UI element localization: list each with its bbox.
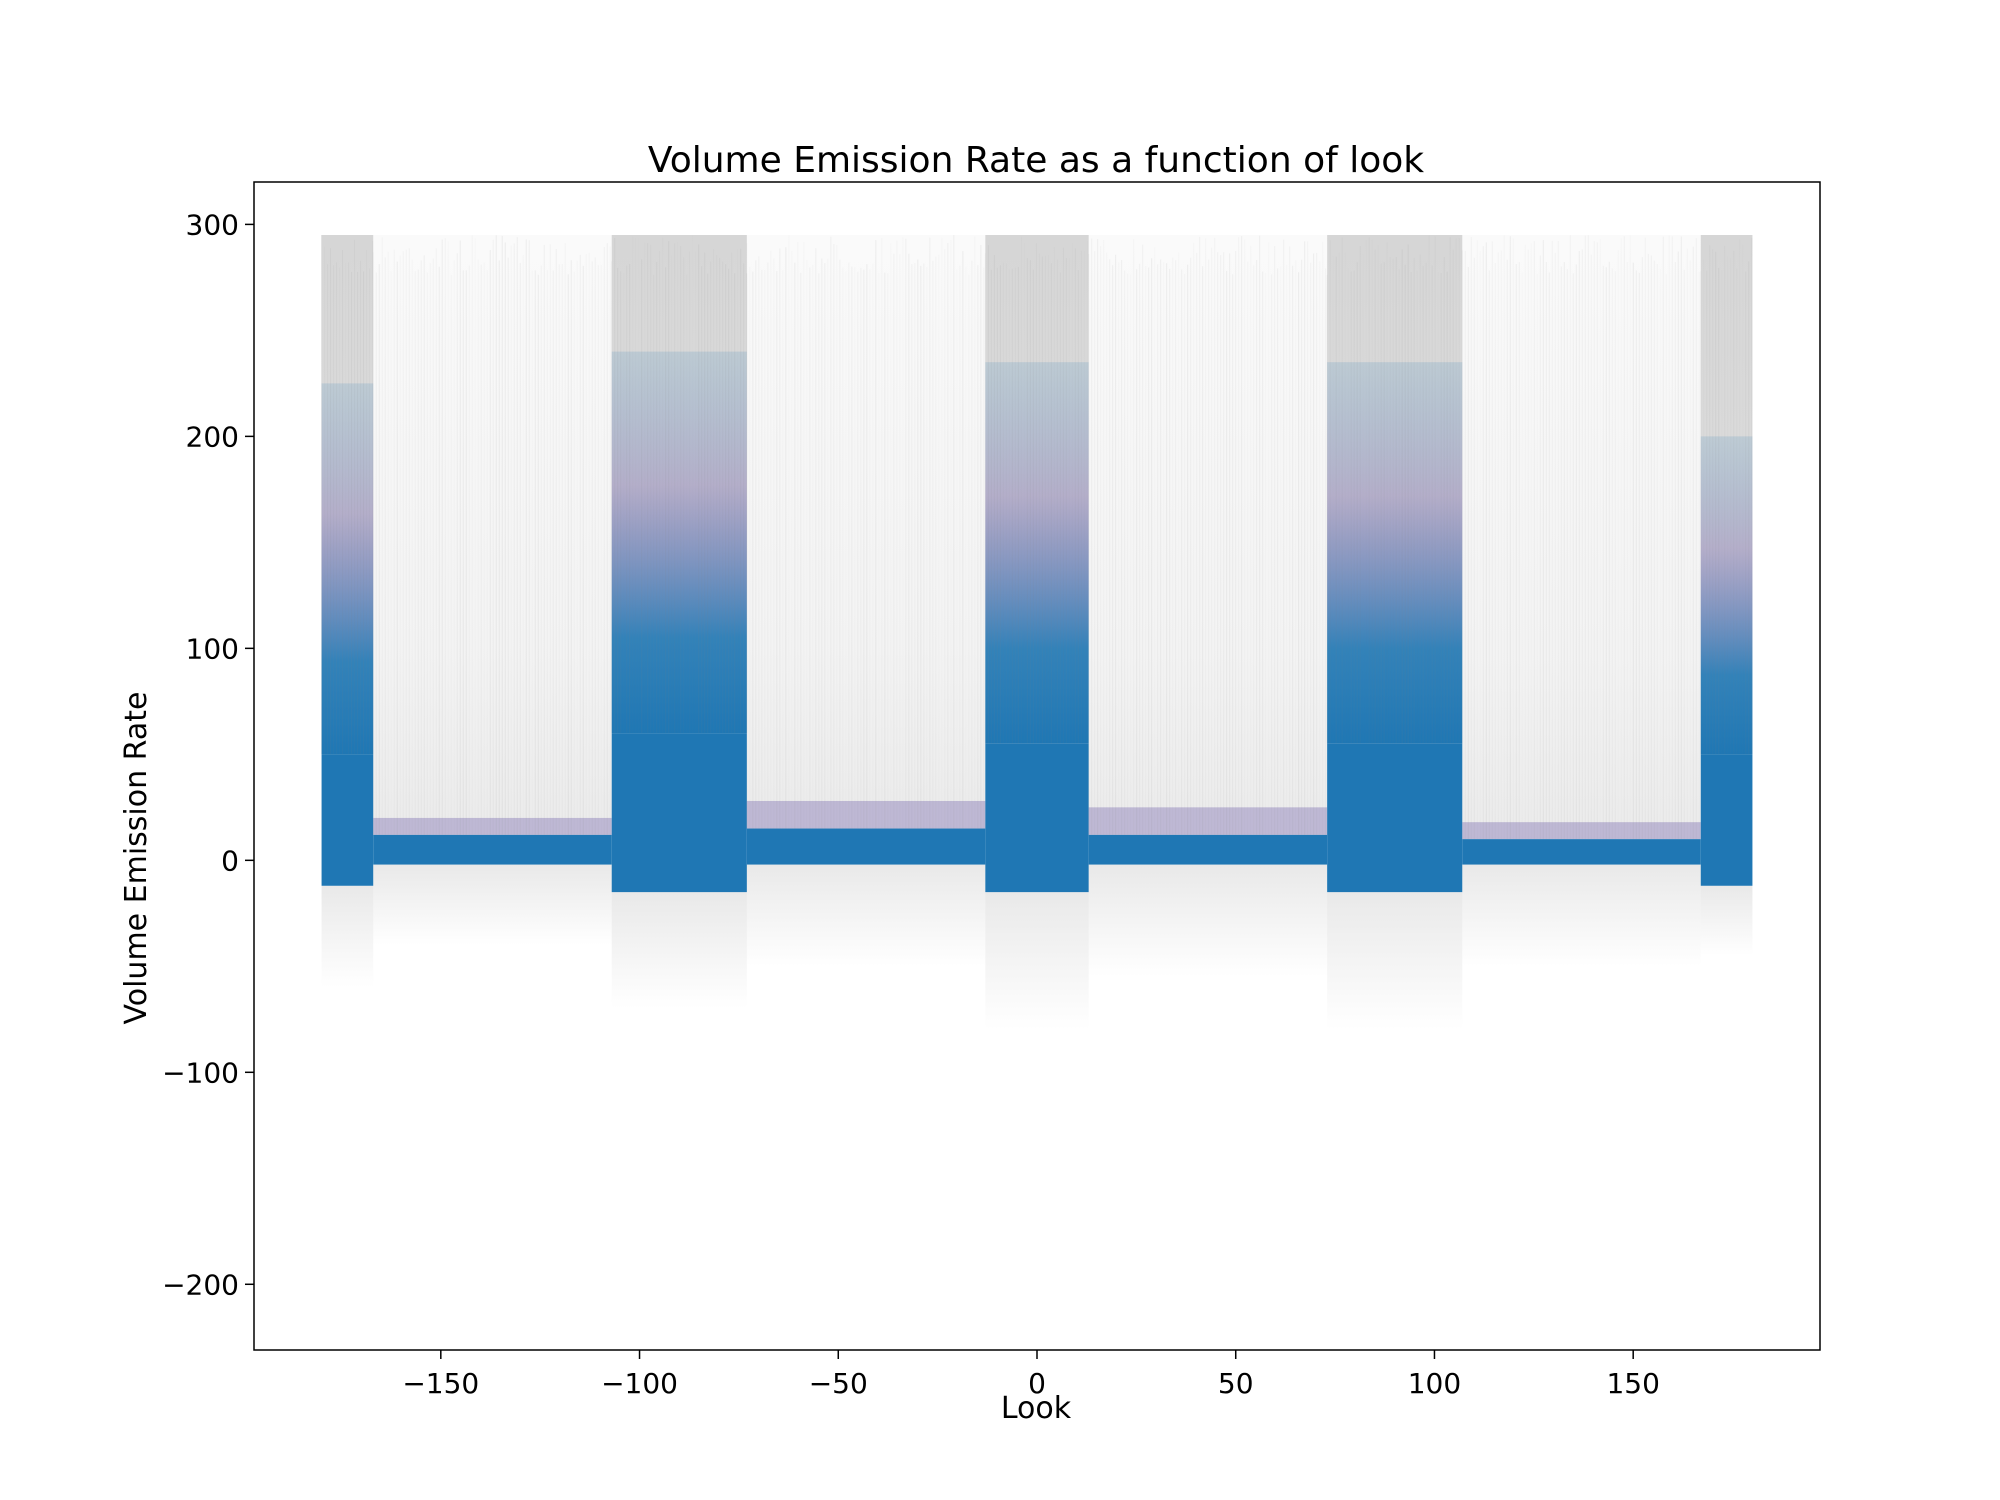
scatter-haze-upper [746,234,986,829]
scatter-band-mid [1088,807,1328,835]
scatter-haze-lower [985,892,1089,1030]
y-tick-label: 300 [186,208,239,241]
y-axis-label: Volume Emission Rate [119,692,154,1025]
scatter-haze-lower [1327,892,1463,1030]
scatter-band-mid [1327,362,1463,744]
x-tick-label: 150 [1606,1367,1659,1400]
scatter-band-core [373,834,612,865]
scatter-band-core [746,828,986,865]
scatter-haze-lower [1700,885,1753,956]
plot-area [321,234,1753,1030]
y-tick-label: −200 [162,1268,239,1301]
scatter-band-mid [746,800,986,829]
y-axis: −200 −100 0 100 200 300 [162,208,254,1301]
x-tick-label: −50 [809,1367,868,1400]
scatter-band-mid [321,383,374,755]
scatter-band-core [611,733,747,893]
x-tick-label: 50 [1218,1367,1254,1400]
x-tick-label: −100 [601,1367,678,1400]
scatter-band-core [1462,839,1701,865]
scatter-haze-lower [1088,864,1328,977]
scatter-haze-lower [611,892,747,1009]
x-axis-label: Look [1001,1391,1072,1426]
scatter-band-mid [1700,436,1753,755]
scatter-streaks [321,234,1753,840]
scatter-band-mid [1462,822,1701,840]
scatter-haze-lower [746,864,986,967]
x-tick-label: 100 [1408,1367,1461,1400]
scatter-haze-upper [1462,234,1701,840]
chart-title: Volume Emission Rate as a function of lo… [648,140,1424,181]
scatter-haze-lower [1462,864,1701,967]
scatter-haze-upper [373,234,612,835]
x-tick-label: −150 [402,1367,479,1400]
scatter-band-core [1700,754,1753,886]
x-axis: −150 −100 −50 0 50 100 150 [402,1350,1660,1400]
y-tick-label: −100 [162,1056,239,1089]
x-tick-label: 0 [1028,1367,1046,1400]
scatter-band-core [321,754,374,886]
scatter-band-mid [985,362,1089,744]
scatter-haze-lower [373,864,612,946]
scatter-band-mid [611,351,747,734]
scatter-band-core [985,743,1089,893]
scatter-band-core [1088,834,1328,865]
scatter-band-mid [373,817,612,835]
y-tick-label: 100 [186,632,239,665]
scatter-haze-lower [321,885,374,988]
y-tick-label: 0 [221,844,239,877]
scatter-band-core [1327,743,1463,893]
scatter-haze-upper [1088,234,1328,835]
y-tick-label: 200 [186,420,239,453]
